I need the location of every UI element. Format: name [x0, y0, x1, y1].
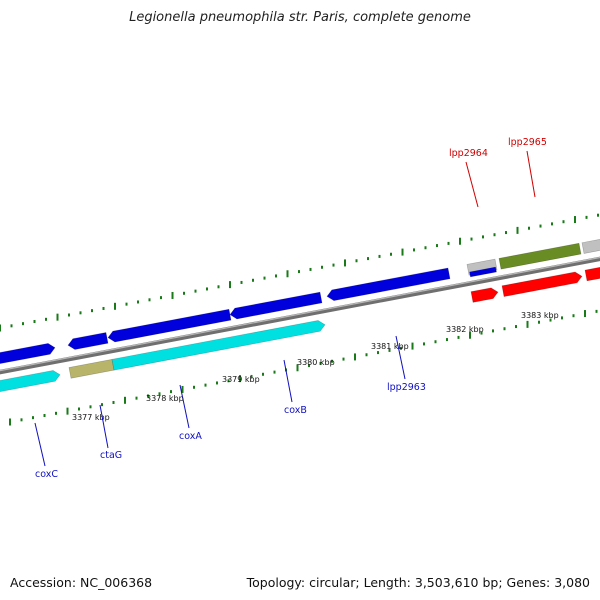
- leader-line: [395, 335, 406, 380]
- genome-backbone: [0, 256, 600, 375]
- gene-arrow[interactable]: [229, 291, 323, 320]
- tick-label: 3379 kbp: [222, 375, 260, 384]
- leader-line: [526, 150, 536, 198]
- gene-label-ctag[interactable]: ctaG: [100, 450, 122, 461]
- gene-arrow[interactable]: [0, 342, 56, 365]
- genome-backbone-highlight: [0, 256, 600, 372]
- gene-arrow[interactable]: [68, 358, 115, 379]
- leader-line: [283, 359, 293, 403]
- tick-label: 3377 kbp: [72, 413, 110, 422]
- tick-label: 3382 kbp: [446, 325, 484, 334]
- outer-tick-track: [0, 213, 599, 332]
- gene-arrow[interactable]: [326, 267, 451, 302]
- gene-features: [0, 237, 600, 393]
- leader-line: [99, 404, 109, 449]
- gene-arrow[interactable]: [107, 308, 232, 343]
- gene-arrow[interactable]: [501, 271, 583, 297]
- gene-arrow[interactable]: [470, 287, 499, 303]
- gene-label-lpp2964[interactable]: lpp2964: [449, 148, 488, 159]
- tick-labels: 3377 kbp 3378 kbp 3379 kbp 3380 kbp 3381 kbp…: [72, 311, 559, 422]
- leader-line: [465, 161, 479, 208]
- gene-arrow[interactable]: [111, 319, 326, 371]
- map-title: Legionella pneumophila str. Paris, compl…: [129, 10, 471, 25]
- gene-label-coxc[interactable]: coxC: [35, 469, 58, 480]
- tick-label: 3383 kbp: [521, 311, 559, 320]
- gene-arrow[interactable]: [584, 265, 600, 282]
- gene-label-lpp2965[interactable]: lpp2965: [508, 137, 547, 148]
- gene-arrow[interactable]: [498, 242, 582, 270]
- label-leaders: [34, 150, 536, 467]
- tick-label: 3380 kbp: [297, 358, 335, 367]
- gene-label-lpp2963[interactable]: lpp2963: [387, 382, 426, 393]
- gene-arrow[interactable]: [0, 369, 61, 393]
- inner-tick-track: [9, 309, 598, 426]
- tick-label: 3378 kbp: [146, 394, 184, 403]
- gene-labels: coxC ctaG coxA coxB lpp2963 lpp2964 lpp2965: [35, 137, 547, 480]
- gene-label-coxa[interactable]: coxA: [179, 431, 202, 442]
- genome-summary-text: Topology: circular; Length: 3,503,610 bp…: [246, 575, 590, 590]
- gene-arrow[interactable]: [581, 237, 600, 254]
- gene-arrow[interactable]: [67, 332, 109, 350]
- leader-line: [179, 384, 190, 429]
- leader-line: [34, 422, 46, 467]
- gene-arrow[interactable]: [469, 266, 497, 278]
- tick-label: 3381 kbp: [371, 342, 409, 351]
- accession-text: Accession: NC_006368: [10, 575, 153, 590]
- gene-label-coxb[interactable]: coxB: [284, 405, 307, 416]
